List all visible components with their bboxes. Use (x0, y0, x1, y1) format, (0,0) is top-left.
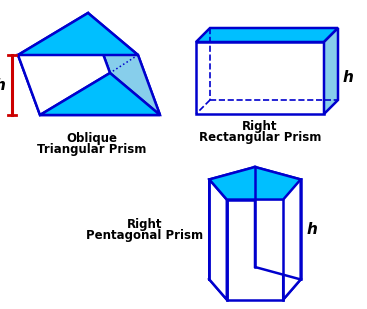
Polygon shape (196, 28, 338, 42)
Polygon shape (283, 180, 301, 299)
Text: h: h (307, 222, 317, 237)
Polygon shape (324, 28, 338, 114)
Polygon shape (196, 42, 324, 114)
Polygon shape (209, 267, 301, 299)
Polygon shape (18, 13, 110, 115)
Text: Oblique: Oblique (66, 132, 117, 145)
Text: Pentagonal Prism: Pentagonal Prism (87, 229, 204, 242)
Polygon shape (227, 200, 283, 299)
Polygon shape (18, 55, 160, 115)
Text: h: h (0, 78, 5, 92)
Text: Rectangular Prism: Rectangular Prism (199, 131, 321, 144)
Polygon shape (40, 73, 160, 115)
Text: Right: Right (242, 120, 278, 133)
Polygon shape (18, 13, 138, 55)
Polygon shape (209, 167, 301, 200)
Polygon shape (209, 167, 255, 279)
Polygon shape (209, 180, 227, 299)
Text: h: h (343, 70, 354, 86)
Text: Right: Right (127, 218, 163, 231)
Polygon shape (88, 13, 160, 115)
Text: Triangular Prism: Triangular Prism (37, 143, 147, 156)
Polygon shape (255, 167, 301, 279)
